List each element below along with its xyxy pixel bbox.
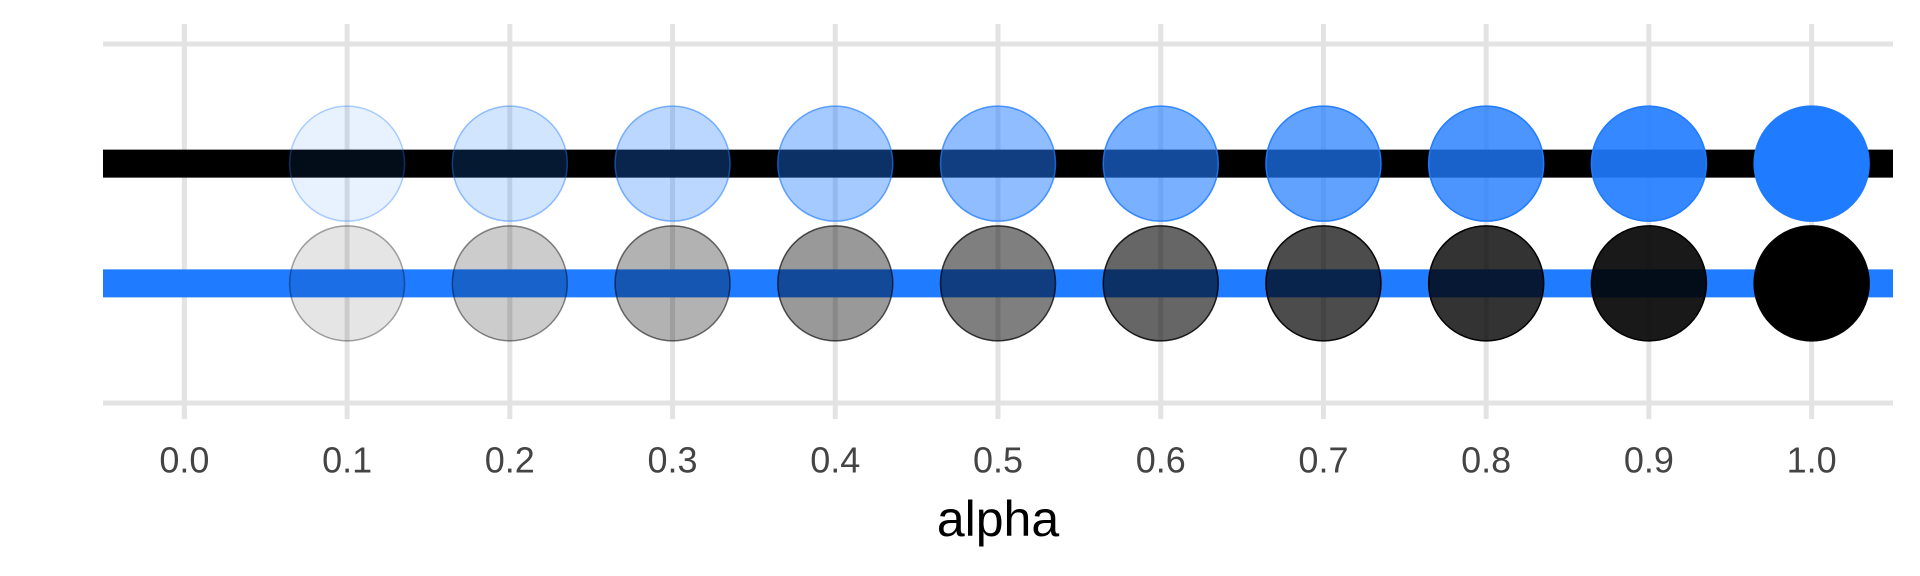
x-tick-label: 0.8 xyxy=(1461,440,1511,481)
point xyxy=(1427,105,1545,222)
point xyxy=(939,225,1057,342)
point xyxy=(614,105,731,222)
x-tick-label: 0.9 xyxy=(1624,440,1674,481)
point xyxy=(1102,225,1219,342)
x-tick-label: 0.6 xyxy=(1136,440,1186,481)
point xyxy=(288,105,406,222)
point xyxy=(451,225,569,342)
x-tick-label: 0.3 xyxy=(648,440,698,481)
x-tick-label: 0.1 xyxy=(322,440,372,481)
point xyxy=(1590,105,1708,222)
points xyxy=(288,105,1870,342)
x-tick-label: 0.5 xyxy=(973,440,1023,481)
point xyxy=(1265,105,1382,222)
x-tick-label: 0.4 xyxy=(810,440,860,481)
point xyxy=(777,105,894,222)
x-tick-label: 0.0 xyxy=(159,440,209,481)
point xyxy=(1590,225,1708,342)
point xyxy=(1102,105,1219,222)
point xyxy=(939,105,1057,222)
x-axis-title: alpha xyxy=(937,491,1060,547)
point xyxy=(1753,105,1870,222)
point xyxy=(1753,225,1870,342)
x-tick-label: 1.0 xyxy=(1787,440,1837,481)
point xyxy=(1265,225,1382,342)
point xyxy=(614,225,731,342)
point xyxy=(1427,225,1545,342)
x-tick-label: 0.7 xyxy=(1298,440,1348,481)
point xyxy=(451,105,569,222)
point xyxy=(777,225,894,342)
point xyxy=(288,225,406,342)
axis-labels: 0.0 0.1 0.2 0.3 0.4 0.5 0.6 0.7 0.8 0.9 1.0 xyxy=(159,440,1836,481)
x-tick-label: 0.2 xyxy=(485,440,535,481)
